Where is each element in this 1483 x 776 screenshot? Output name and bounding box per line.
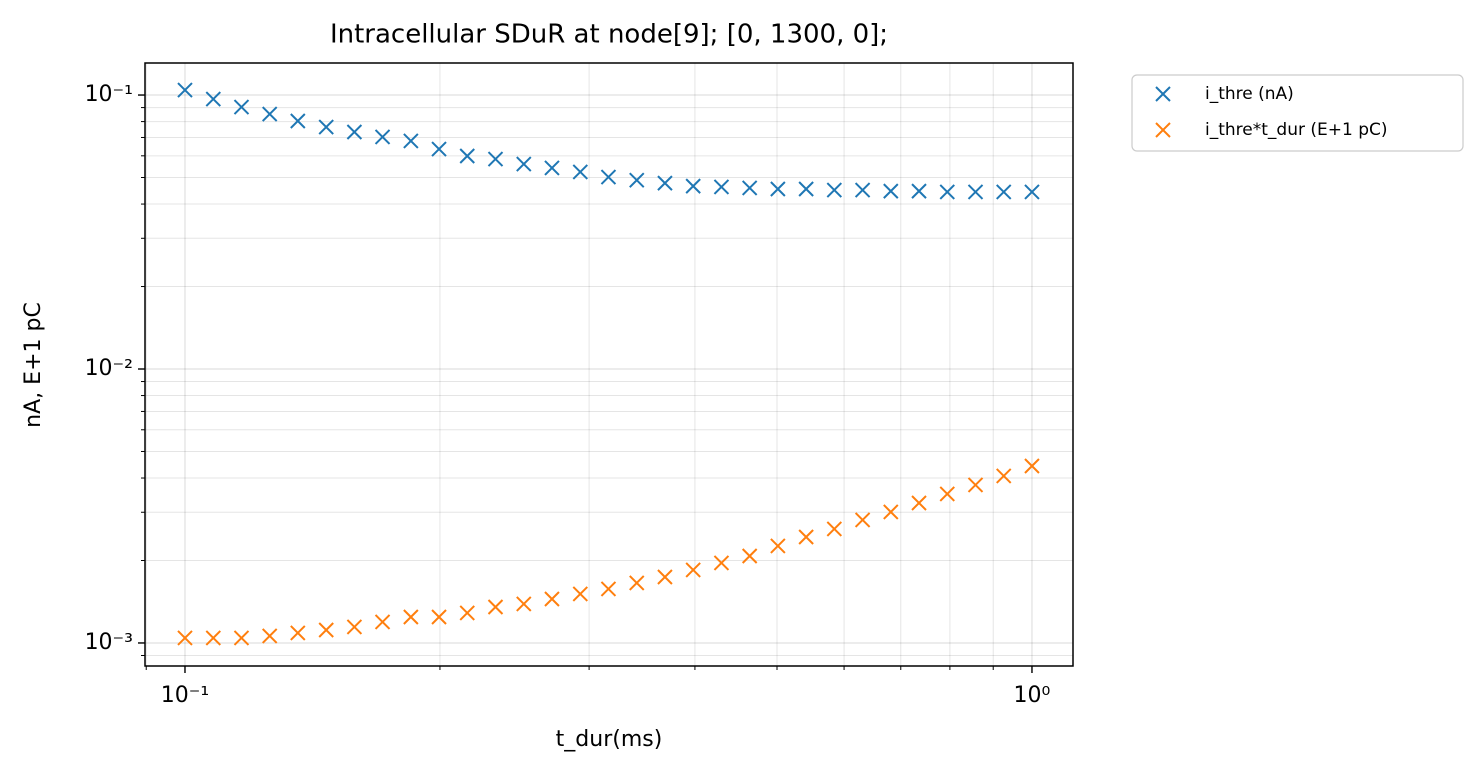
x-tick-label: 10⁰	[1014, 683, 1051, 708]
grid	[145, 63, 1073, 666]
marker	[487, 599, 504, 615]
plot-frame	[144, 62, 1074, 667]
x-axis-label: t_dur(ms)	[556, 727, 663, 752]
marker	[516, 156, 532, 172]
marker	[205, 91, 222, 107]
marker	[177, 82, 193, 98]
marker	[770, 181, 786, 197]
marker	[911, 183, 927, 199]
marker	[572, 586, 588, 602]
y-tick-label: 10⁻³	[85, 630, 133, 655]
marker	[459, 605, 475, 621]
marker	[459, 148, 475, 164]
legend: i_thre (nA) i_thre*t_dur (E+1 pC)	[1131, 74, 1464, 152]
marker	[883, 183, 899, 199]
marker	[798, 181, 814, 197]
legend-label: i_thre*t_dur (E+1 pC)	[1205, 120, 1388, 140]
marker	[572, 164, 588, 180]
marker	[911, 495, 927, 511]
marker	[318, 622, 334, 638]
y-tick-label: 10⁻²	[85, 356, 133, 381]
marker	[1024, 458, 1040, 474]
marker	[798, 529, 814, 545]
marker	[600, 581, 617, 597]
marker	[374, 614, 391, 630]
legend-label: i_thre (nA)	[1205, 84, 1294, 104]
marker	[346, 124, 363, 140]
marker	[996, 468, 1012, 484]
marker	[290, 625, 306, 641]
marker	[261, 628, 278, 644]
marker	[403, 609, 419, 625]
marker	[939, 486, 955, 502]
legend-marker	[1155, 122, 1171, 138]
marker	[826, 182, 843, 198]
marker	[685, 178, 701, 194]
marker	[431, 141, 447, 157]
marker	[854, 512, 871, 528]
marker	[374, 129, 391, 145]
marker	[883, 504, 899, 520]
legend-marker	[1155, 86, 1171, 102]
marker	[431, 609, 447, 625]
marker	[233, 99, 250, 115]
marker	[600, 169, 617, 185]
marker	[685, 562, 701, 578]
marker	[261, 106, 278, 122]
y-axis-label: nA, E+1 pC	[21, 302, 46, 428]
marker	[996, 184, 1012, 200]
marker	[233, 630, 250, 646]
marker	[177, 630, 193, 646]
marker	[657, 569, 673, 585]
marker	[826, 521, 843, 537]
legend-box	[1131, 74, 1464, 152]
y-tick-label: 10⁻¹	[85, 82, 133, 107]
marker	[967, 477, 984, 493]
marker	[1024, 184, 1040, 200]
marker	[657, 175, 673, 191]
x-tick-label: 10⁻¹	[161, 683, 209, 708]
marker	[967, 184, 984, 200]
marker	[713, 179, 730, 195]
chart-title: Intracellular SDuR at node[9]; [0, 1300,…	[330, 20, 888, 50]
marker	[346, 619, 363, 635]
marker	[854, 182, 871, 198]
marker	[741, 180, 758, 196]
marker	[544, 160, 560, 176]
marker	[713, 555, 730, 571]
marker	[318, 119, 334, 135]
marker	[487, 151, 504, 167]
marker	[741, 548, 758, 564]
marker	[629, 575, 645, 591]
marker	[770, 538, 786, 554]
marker	[516, 596, 532, 612]
marker	[205, 630, 222, 646]
marker	[290, 113, 306, 129]
marker	[403, 133, 419, 149]
marker	[629, 172, 645, 188]
marker	[544, 591, 560, 607]
marker	[939, 184, 955, 200]
